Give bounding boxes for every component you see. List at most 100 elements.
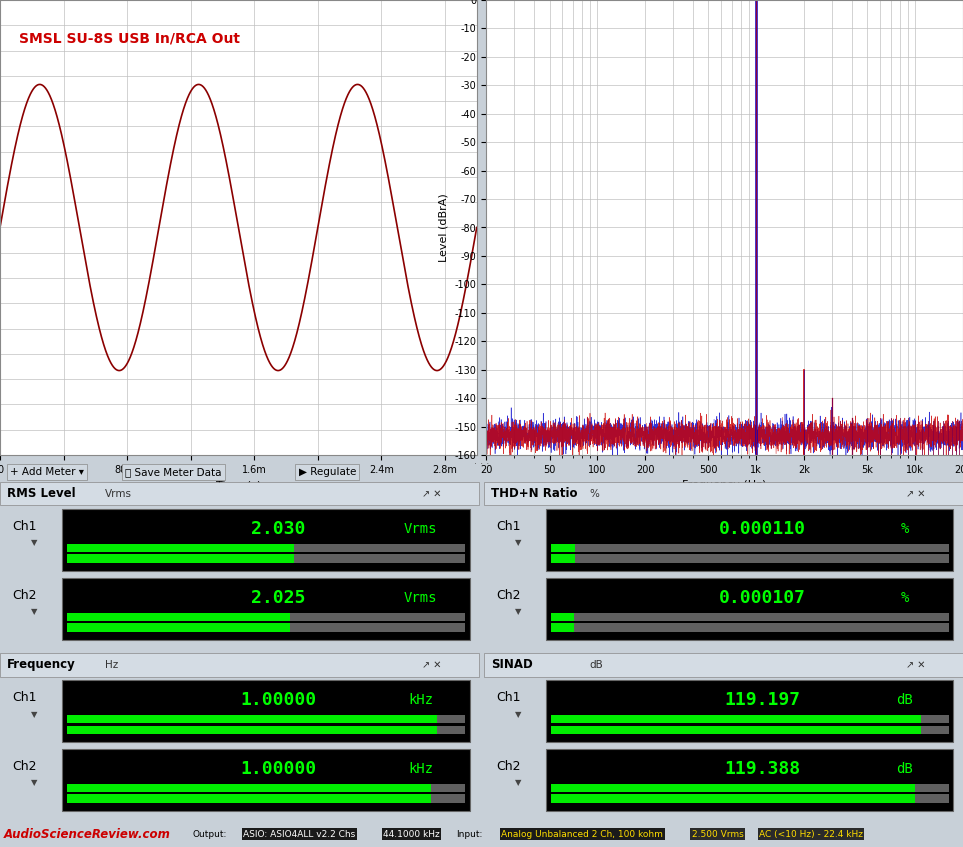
Text: ▶ Regulate: ▶ Regulate (299, 467, 356, 477)
Text: Vrms: Vrms (403, 590, 437, 605)
Text: 2.030: 2.030 (251, 520, 305, 538)
Text: ↗ ✕: ↗ ✕ (905, 660, 924, 670)
Text: THD+N Ratio: THD+N Ratio (491, 487, 578, 501)
Text: Vrms: Vrms (105, 489, 132, 499)
Text: Frequency: Frequency (7, 658, 76, 672)
Bar (290, 623, 465, 632)
Bar (437, 715, 465, 723)
Text: 2.025: 2.025 (251, 589, 305, 606)
Text: Hz: Hz (105, 660, 118, 670)
Text: 1.00000: 1.00000 (240, 760, 316, 778)
Text: Vrms: Vrms (403, 522, 437, 535)
Text: dB: dB (897, 761, 913, 776)
Text: SINAD: SINAD (491, 658, 533, 672)
Bar (437, 726, 465, 734)
Y-axis label: Level (dBrA): Level (dBrA) (439, 193, 449, 262)
Bar (915, 784, 949, 792)
Text: Analog Unbalanced 2 Ch, 100 kohm: Analog Unbalanced 2 Ch, 100 kohm (502, 829, 664, 839)
Text: Input:: Input: (456, 829, 482, 839)
Text: 💾 Save Meter Data: 💾 Save Meter Data (125, 467, 221, 477)
Bar (921, 715, 949, 723)
Bar (915, 794, 949, 803)
Bar (63, 509, 470, 571)
Bar (294, 555, 465, 563)
Text: 1.00000: 1.00000 (240, 691, 316, 709)
Text: ▼: ▼ (31, 607, 38, 617)
Bar (67, 623, 290, 632)
Text: ↗ ✕: ↗ ✕ (905, 489, 924, 499)
Bar (575, 544, 949, 552)
Text: ▼: ▼ (515, 778, 522, 788)
Text: AudioScienceReview.com: AudioScienceReview.com (4, 828, 170, 840)
Bar (551, 784, 915, 792)
Bar (551, 612, 575, 621)
Text: SMSL SU-8S USB In/RCA Out: SMSL SU-8S USB In/RCA Out (19, 32, 240, 46)
Text: %: % (589, 489, 599, 499)
Bar (63, 578, 470, 639)
Bar (0, 653, 480, 677)
Text: Ch1: Ch1 (496, 520, 520, 533)
Bar (431, 784, 465, 792)
Text: Ch2: Ch2 (496, 589, 520, 601)
Text: kHz: kHz (408, 761, 433, 776)
Bar (575, 612, 949, 621)
Bar (551, 794, 915, 803)
Bar (483, 482, 963, 506)
Bar (67, 612, 290, 621)
Text: ▼: ▼ (31, 539, 38, 547)
Bar (294, 544, 465, 552)
X-axis label: Time (s): Time (s) (216, 480, 261, 490)
Bar (551, 623, 575, 632)
Bar (63, 680, 470, 742)
Bar (546, 749, 953, 811)
Text: ▼: ▼ (515, 539, 522, 547)
Bar (551, 555, 575, 563)
Bar (67, 726, 437, 734)
Bar (551, 544, 575, 552)
Bar (431, 794, 465, 803)
Text: %: % (900, 522, 909, 535)
Text: 0.000110: 0.000110 (718, 520, 805, 538)
Text: AC (<10 Hz) - 22.4 kHz: AC (<10 Hz) - 22.4 kHz (759, 829, 863, 839)
Text: dB: dB (589, 660, 603, 670)
Text: Ch2: Ch2 (496, 760, 520, 772)
Text: Ch2: Ch2 (12, 589, 37, 601)
Bar (67, 794, 431, 803)
Text: ▼: ▼ (515, 607, 522, 617)
Bar (290, 612, 465, 621)
Text: %: % (900, 590, 909, 605)
Bar (546, 509, 953, 571)
Bar (0, 482, 480, 506)
Bar (67, 555, 294, 563)
Text: ↗ ✕: ↗ ✕ (422, 489, 441, 499)
Text: Output:: Output: (193, 829, 227, 839)
Text: 119.388: 119.388 (724, 760, 800, 778)
Text: 2.500 Vrms: 2.500 Vrms (691, 829, 743, 839)
Bar (575, 623, 949, 632)
Text: 119.197: 119.197 (724, 691, 800, 709)
Bar (546, 578, 953, 639)
Text: · · ·: · · · (474, 459, 489, 469)
X-axis label: Frequency (Hz): Frequency (Hz) (683, 480, 767, 490)
Bar (67, 715, 437, 723)
Bar (483, 653, 963, 677)
Bar (575, 555, 949, 563)
Text: ↗ ✕: ↗ ✕ (422, 660, 441, 670)
Text: 0.000107: 0.000107 (718, 589, 805, 606)
Text: ASIO: ASIO4ALL v2.2 Chs: ASIO: ASIO4ALL v2.2 Chs (244, 829, 355, 839)
Bar (551, 715, 921, 723)
Text: ▼: ▼ (31, 710, 38, 719)
Text: ▼: ▼ (31, 778, 38, 788)
Text: RMS Level: RMS Level (7, 487, 76, 501)
Bar (921, 726, 949, 734)
Text: Ch2: Ch2 (12, 760, 37, 772)
Text: 44.1000 kHz: 44.1000 kHz (383, 829, 440, 839)
Bar (67, 544, 294, 552)
Bar (546, 680, 953, 742)
Bar (551, 726, 921, 734)
Text: Ch1: Ch1 (496, 691, 520, 704)
Text: dB: dB (897, 693, 913, 707)
Text: kHz: kHz (408, 693, 433, 707)
Bar (63, 749, 470, 811)
Text: + Add Meter ▾: + Add Meter ▾ (10, 467, 84, 477)
